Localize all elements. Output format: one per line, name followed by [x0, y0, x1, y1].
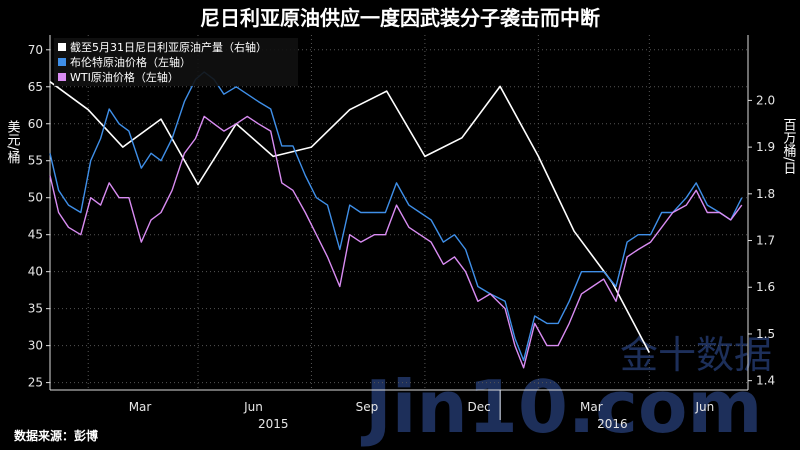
- legend-swatch-brent: [58, 58, 66, 66]
- legend-swatch-production: [58, 43, 66, 51]
- tick-label-left: 65: [28, 80, 43, 94]
- tick-label-x: Sep: [356, 400, 379, 414]
- tick-label-left: 35: [28, 302, 43, 316]
- watermark-sub: 金十数据: [620, 333, 772, 377]
- tick-label-right: 1.4: [756, 374, 775, 388]
- tick-label-right: 1.7: [756, 234, 775, 248]
- source-note: 数据来源：彭博: [14, 428, 98, 443]
- series-line-production: [49, 81, 651, 353]
- axis-ticks: 25 30 35 40 45 50 55 60 65 70 1.4 1.5 1.6 1.7 1.8 1.9 2.…: [28, 43, 775, 431]
- tick-label-x: Mar: [580, 400, 603, 414]
- legend-swatch-wti: [58, 73, 66, 81]
- tick-label-x: Jun: [243, 400, 263, 414]
- legend-item-production: 截至5月31日尼日利亚原油产量（右轴）: [70, 40, 267, 54]
- tick-label-left: 40: [28, 265, 43, 279]
- legend-item-brent: 布伦特原油价格（左轴）: [70, 55, 191, 69]
- year-label: 2016: [597, 417, 628, 431]
- axes: [49, 35, 749, 391]
- chart-title: 尼日利亚原油供应一度因武装分子袭击而中断: [200, 6, 600, 30]
- legend-background: [54, 38, 298, 86]
- y-axis-right-label: 百万桶/日: [781, 118, 797, 175]
- tick-label-x: Dec: [468, 400, 491, 414]
- y-axis-left-label: 美元/桶: [5, 120, 21, 164]
- legend: 截至5月31日尼日利亚原油产量（右轴） 布伦特原油价格（左轴） WTI原油价格（…: [54, 38, 298, 86]
- tick-label-left: 70: [28, 43, 43, 57]
- series-lines: [49, 71, 743, 369]
- tick-label-left: 30: [28, 339, 43, 353]
- tick-label-left: 55: [28, 154, 43, 168]
- tick-label-x: Jun: [694, 400, 714, 414]
- legend-item-wti: WTI原油价格（左轴）: [70, 70, 179, 84]
- tick-label-right: 1.9: [756, 140, 775, 154]
- grid-lines: [50, 35, 748, 390]
- tick-label-right: 1.6: [756, 280, 775, 294]
- series-line-brent: [49, 71, 743, 362]
- tick-label-right: 2.0: [756, 93, 775, 107]
- tick-label-left: 45: [28, 228, 43, 242]
- series-line-wti: [49, 115, 743, 369]
- tick-label-right: 1.5: [756, 327, 775, 341]
- tick-label-left: 25: [28, 376, 43, 390]
- year-label: 2015: [258, 417, 289, 431]
- tick-label-x: Mar: [129, 400, 152, 414]
- watermark-main: Jin10.com: [360, 365, 762, 449]
- tick-label-left: 60: [28, 117, 43, 131]
- tick-label-right: 1.8: [756, 187, 775, 201]
- tick-label-left: 50: [28, 191, 43, 205]
